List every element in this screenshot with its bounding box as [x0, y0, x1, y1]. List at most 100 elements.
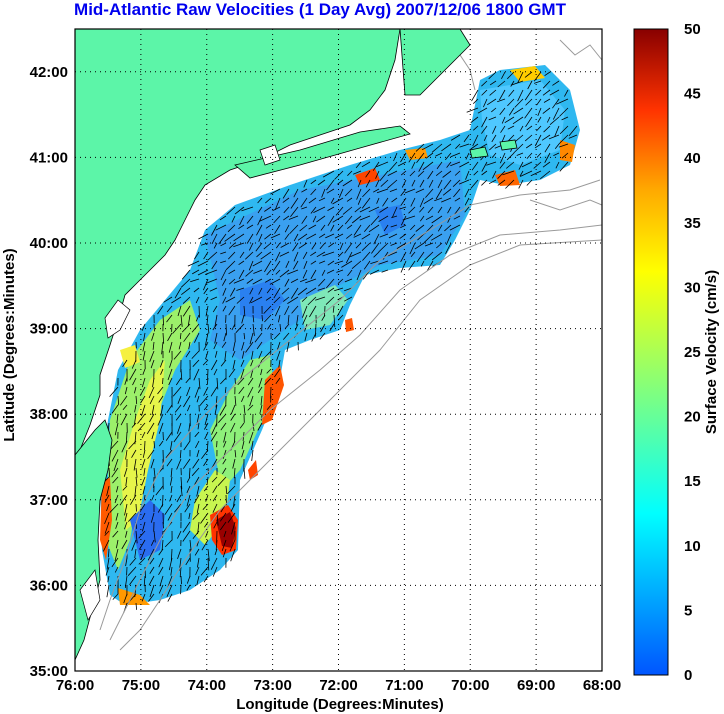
velocity-arrow	[219, 521, 227, 531]
velocity-arrow	[282, 188, 290, 199]
velocity-arrow	[246, 233, 254, 244]
velocity-arrow	[302, 305, 308, 318]
velocity-arrow	[297, 287, 308, 296]
colorbar-tick-label: 0	[684, 667, 692, 684]
velocity-arrow	[254, 332, 263, 343]
velocity-arrow	[317, 179, 326, 186]
velocity-arrow	[473, 125, 479, 131]
velocity-arrow	[114, 422, 119, 436]
x-tick-label: 75:00	[122, 677, 160, 694]
velocity-arrow	[526, 179, 533, 186]
velocity-arrow	[325, 278, 335, 289]
velocity-arrow	[381, 269, 389, 273]
velocity-arrow	[264, 206, 272, 212]
velocity-arrow	[206, 314, 209, 326]
velocity-arrow	[153, 467, 156, 480]
x-axis-label: Longitude (Degrees:Minutes)	[236, 696, 444, 713]
velocity-arrow	[152, 341, 155, 350]
velocity-arrow	[102, 539, 110, 552]
velocity-arrow	[218, 233, 227, 245]
velocity-arrow	[194, 548, 200, 556]
velocity-arrow	[194, 332, 200, 343]
velocity-arrow	[180, 368, 183, 381]
velocity-arrow	[182, 521, 191, 533]
velocity-arrow	[327, 260, 335, 266]
velocity-arrow	[518, 161, 524, 170]
velocity-arrow	[263, 305, 272, 314]
velocity-arrow	[193, 368, 200, 381]
velocity-arrow	[234, 449, 237, 458]
velocity-arrow	[310, 269, 317, 280]
velocity-arrow	[568, 134, 578, 139]
velocity-arrow	[175, 377, 182, 386]
velocity-arrow	[142, 368, 146, 375]
velocity-arrow	[169, 494, 173, 502]
velocity-arrow	[274, 368, 281, 378]
velocity-arrow	[334, 233, 344, 239]
velocity-arrow	[502, 170, 515, 176]
map-title: Mid-Atlantic Raw Velocities (1 Day Avg) …	[74, 0, 566, 19]
velocity-arrow	[171, 296, 182, 304]
velocity-arrow	[419, 206, 425, 213]
velocity-arrow	[378, 215, 389, 222]
velocity-arrow	[138, 557, 146, 565]
velocity-arrow	[332, 215, 344, 223]
velocity-arrow	[507, 134, 515, 142]
velocity-arrow	[238, 269, 245, 279]
velocity-arrow	[258, 287, 263, 295]
velocity-arrow	[160, 404, 164, 417]
velocity-arrow	[109, 503, 119, 513]
velocity-arrow	[257, 206, 263, 214]
velocity-arrow	[421, 143, 434, 151]
velocity-arrow	[211, 260, 218, 270]
velocity-arrow	[199, 395, 209, 406]
velocity-arrow	[301, 215, 308, 224]
velocity-arrow	[260, 395, 263, 406]
velocity-arrow	[142, 341, 146, 352]
x-axis-ticks: 76:00 75:00 74:00 73:00 72:00 71:00 70:0…	[56, 677, 621, 694]
velocity-arrow	[408, 206, 416, 214]
velocity-arrow	[248, 242, 254, 251]
velocity-arrow	[534, 143, 542, 149]
velocity-arrow	[546, 116, 551, 123]
velocity-arrow	[311, 242, 317, 250]
velocity-arrow	[233, 242, 245, 248]
velocity-arrow	[325, 296, 335, 305]
velocity-arrow	[215, 539, 218, 550]
velocity-arrow	[224, 233, 236, 242]
velocity-arrow	[270, 233, 281, 239]
velocity-arrow	[491, 134, 497, 143]
velocity-arrow	[483, 98, 488, 108]
velocity-arrow	[263, 242, 272, 250]
velocity-arrow	[230, 413, 236, 421]
velocity-arrow	[426, 260, 434, 272]
velocity-arrow	[361, 197, 371, 209]
velocity-arrow	[223, 431, 227, 443]
velocity-arrow	[196, 485, 200, 497]
velocity-arrow	[158, 557, 164, 568]
velocity-arrow	[499, 89, 506, 101]
velocity-arrow	[191, 467, 200, 477]
velocity-arrow	[273, 332, 281, 340]
velocity-arrow	[321, 269, 326, 276]
velocity-arrow	[497, 179, 506, 186]
velocity-arrow	[275, 377, 281, 385]
velocity-arrow	[264, 377, 272, 386]
velocity-arrow	[132, 377, 137, 386]
velocity-arrow	[258, 377, 263, 388]
velocity-arrow	[203, 386, 209, 396]
velocity-arrow	[192, 359, 200, 367]
velocity-arrow	[243, 305, 246, 317]
velocity-arrow	[230, 404, 236, 415]
velocity-arrow	[400, 152, 407, 163]
velocity-arrow	[558, 143, 569, 148]
velocity-arrow	[524, 89, 533, 101]
velocity-arrow	[253, 269, 263, 274]
velocity-arrow	[151, 404, 155, 416]
velocity-arrow	[167, 368, 173, 381]
velocity-arrow	[400, 224, 407, 229]
velocity-arrow	[361, 161, 371, 168]
velocity-arrow	[190, 278, 200, 283]
velocity-arrow	[135, 602, 137, 610]
velocity-arrow	[512, 116, 524, 125]
